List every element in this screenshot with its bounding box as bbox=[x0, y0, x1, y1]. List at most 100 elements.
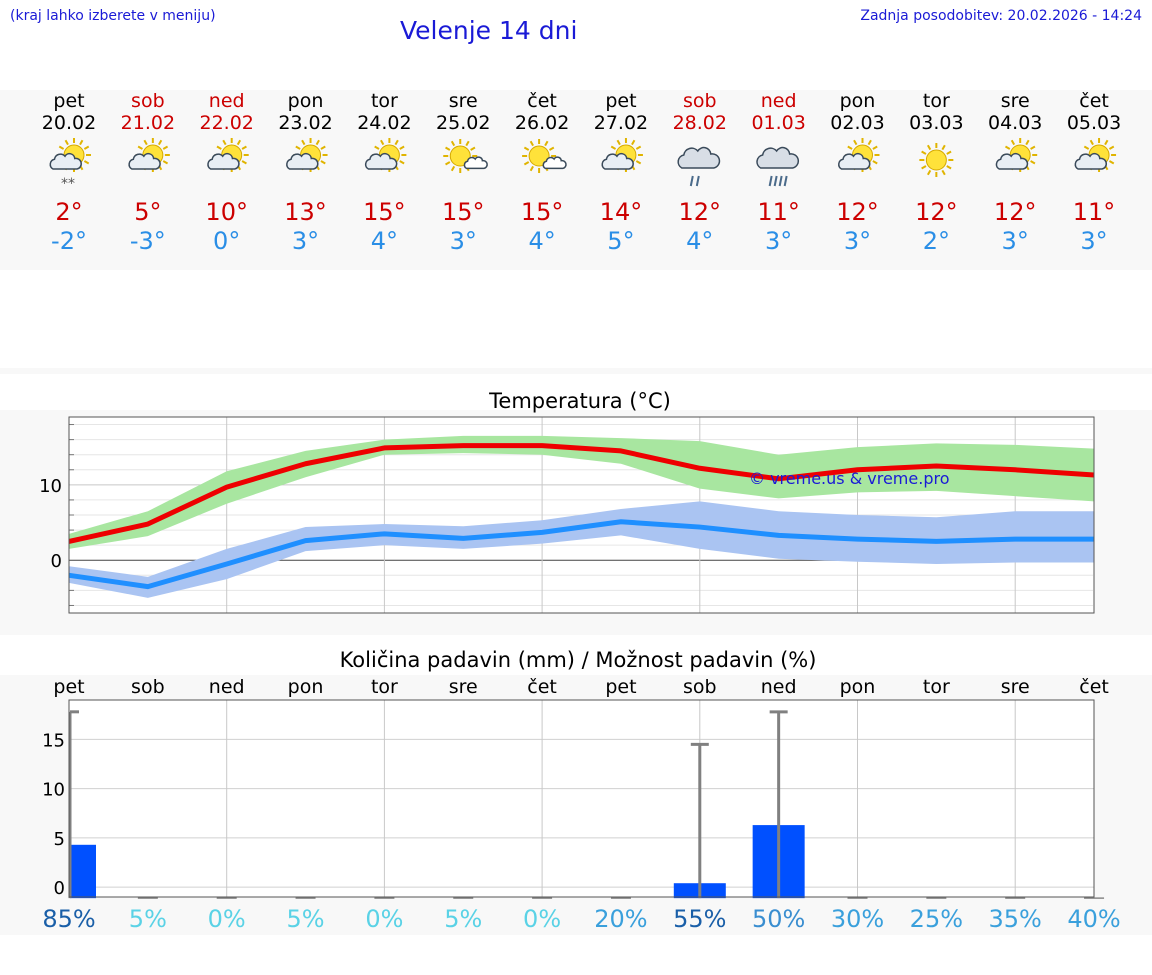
precip-probability: 50% bbox=[752, 905, 805, 933]
precip-probability: 55% bbox=[673, 905, 726, 933]
max-temp: 11° bbox=[757, 198, 800, 226]
precip-probability: 20% bbox=[594, 905, 647, 933]
sun-ray bbox=[635, 160, 642, 165]
rain-drop bbox=[768, 175, 773, 187]
sun-ray bbox=[162, 145, 169, 150]
sun-ray bbox=[529, 140, 534, 147]
cloud-shape bbox=[207, 152, 240, 170]
sun-ray bbox=[941, 144, 946, 151]
sun-ray bbox=[380, 139, 385, 146]
day-name: tor bbox=[371, 90, 398, 112]
min-temp: 4° bbox=[371, 227, 398, 255]
sun-ray bbox=[635, 145, 642, 150]
sun-ray bbox=[445, 161, 451, 166]
rain-drop bbox=[783, 175, 788, 187]
max-temp-line bbox=[68, 443, 1095, 544]
rain-drop bbox=[695, 175, 700, 187]
sun-ray bbox=[921, 165, 927, 170]
cloud-shape bbox=[601, 152, 634, 170]
day-date: 22.02 bbox=[199, 112, 253, 134]
sun-ray bbox=[216, 145, 222, 150]
sun-ray bbox=[631, 139, 636, 146]
sun-ray bbox=[295, 145, 301, 150]
precip-day-name: pon bbox=[840, 676, 876, 698]
day-date: 28.02 bbox=[673, 112, 727, 134]
cloud-shape bbox=[677, 146, 721, 169]
cloud-shape bbox=[364, 152, 398, 170]
mostly-sunny-icon bbox=[443, 139, 488, 173]
cloud-shape bbox=[542, 156, 567, 170]
day-date: 27.02 bbox=[594, 112, 648, 134]
precip-bar bbox=[70, 844, 96, 899]
day-date: 23.02 bbox=[278, 112, 332, 134]
sun-ray bbox=[921, 150, 927, 155]
day-name: sob bbox=[683, 90, 717, 112]
temp-chart-title: Temperatura (°C) bbox=[488, 389, 671, 413]
precip-day-name: sre bbox=[1001, 676, 1030, 698]
precip-day-name: sre bbox=[449, 676, 478, 698]
min-temp: 3° bbox=[1080, 227, 1107, 255]
min-temp: 3° bbox=[1002, 227, 1029, 255]
precip-day-name: ned bbox=[209, 676, 245, 698]
cloud-shape bbox=[838, 152, 871, 170]
min-temp: 4° bbox=[686, 227, 713, 255]
precip-probability: 25% bbox=[910, 905, 963, 933]
partly-cloudy-icon bbox=[207, 138, 249, 172]
max-temp: 2° bbox=[55, 198, 82, 226]
temperature-chart: 0 10 © vreme.us & vreme.pro bbox=[39, 416, 1095, 614]
sun-ray bbox=[1104, 139, 1109, 146]
sun-ray bbox=[1108, 160, 1115, 165]
day-name: sre bbox=[1001, 90, 1030, 112]
y-tick-label: 10 bbox=[39, 476, 62, 497]
max-temp: 14° bbox=[600, 198, 643, 226]
cloud-shape bbox=[995, 152, 1029, 170]
sun-ray bbox=[523, 161, 530, 166]
day-name: pon bbox=[288, 90, 324, 112]
day-name: čet bbox=[1079, 90, 1109, 112]
cloud-shape bbox=[756, 146, 800, 169]
cloud-shape bbox=[463, 156, 488, 170]
sun-ray bbox=[241, 160, 247, 165]
watermark: © vreme.us & vreme.pro bbox=[749, 469, 950, 488]
sun-ray bbox=[926, 144, 932, 151]
precip-probability: 30% bbox=[831, 905, 884, 933]
max-temp: 5° bbox=[134, 198, 161, 226]
max-temp: 15° bbox=[521, 198, 564, 226]
day-date: 26.02 bbox=[515, 112, 569, 134]
min-temp: 2° bbox=[923, 227, 950, 255]
precip-probability: 0% bbox=[365, 905, 403, 933]
sun-ray bbox=[1089, 139, 1094, 146]
partly-cloudy-icon bbox=[364, 138, 407, 172]
min-temp: 3° bbox=[765, 227, 792, 255]
sun-ray bbox=[301, 139, 306, 146]
precip-probability: 5% bbox=[287, 905, 325, 933]
location-hint: (kraj lahko izberete v meniju) bbox=[10, 8, 216, 24]
sun-ray bbox=[450, 140, 456, 147]
sun-ray bbox=[64, 139, 69, 146]
min-temp: -2° bbox=[51, 227, 87, 255]
sun-ray bbox=[548, 146, 555, 151]
y-tick-label: 5 bbox=[54, 829, 65, 850]
precipitation-chart: 0 5 10 15 pet sob ned pon tor sre čet pet sob ned pon t… bbox=[42, 676, 1121, 933]
heavy-rain-cloud-icon bbox=[756, 146, 800, 187]
sun-ray bbox=[137, 145, 143, 150]
precip-day-name: ned bbox=[761, 676, 797, 698]
precip-probability: 35% bbox=[989, 905, 1042, 933]
sun-ray bbox=[610, 145, 617, 150]
day-date: 25.02 bbox=[436, 112, 490, 134]
partly-cloudy-icon bbox=[1074, 138, 1117, 172]
precip-probability: 40% bbox=[1067, 905, 1120, 933]
day-date: 04.03 bbox=[988, 112, 1042, 134]
sun-ray bbox=[946, 165, 952, 170]
sun-ray bbox=[946, 150, 952, 155]
sun-ray bbox=[445, 146, 451, 151]
day-date: 02.03 bbox=[830, 112, 884, 134]
sun-disc bbox=[925, 149, 947, 171]
max-temp: 13° bbox=[284, 198, 327, 226]
sun-ray bbox=[374, 145, 380, 150]
cloud-shape bbox=[49, 152, 82, 170]
partly-cloudy-icon bbox=[286, 138, 328, 172]
day-name: čet bbox=[527, 90, 557, 112]
day-date: 20.02 bbox=[42, 112, 96, 134]
min-temp-range-band bbox=[69, 501, 1095, 598]
